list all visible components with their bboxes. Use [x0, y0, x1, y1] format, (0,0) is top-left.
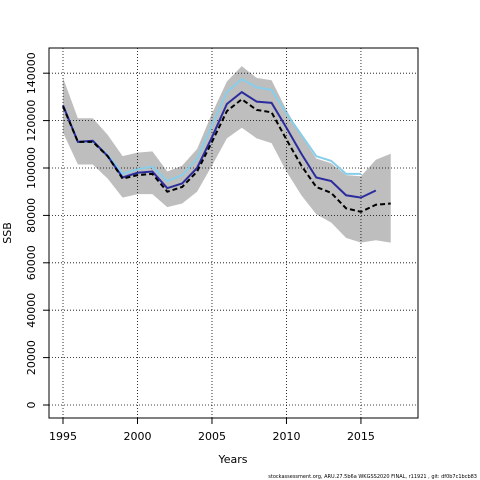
y-tick-label: 60000 — [25, 245, 38, 280]
x-tick-label: 1995 — [49, 430, 77, 443]
series-line — [62, 98, 391, 213]
y-tick-label: 20000 — [25, 340, 38, 375]
x-tick-label: 2000 — [123, 430, 151, 443]
y-tick-label: 80000 — [25, 198, 38, 233]
footnote: stockassessment.org, ARU.27.5b6a WKGSS20… — [268, 474, 477, 480]
x-axis-label: Years — [217, 453, 247, 466]
confidence-band — [63, 66, 391, 243]
y-tick-label: 120000 — [25, 100, 38, 142]
series-line — [62, 90, 377, 199]
x-tick-label: 2005 — [198, 430, 226, 443]
x-tick-label: 2015 — [347, 430, 375, 443]
plot-frame — [48, 47, 419, 419]
series-line — [62, 77, 361, 183]
y-tick-label: 0 — [25, 402, 38, 409]
y-axis-label: SSB — [1, 222, 14, 244]
y-tick-label: 40000 — [25, 293, 38, 328]
x-tick-label: 2010 — [272, 430, 300, 443]
y-tick-label: 140000 — [25, 52, 38, 94]
y-tick-label: 100000 — [25, 147, 38, 189]
